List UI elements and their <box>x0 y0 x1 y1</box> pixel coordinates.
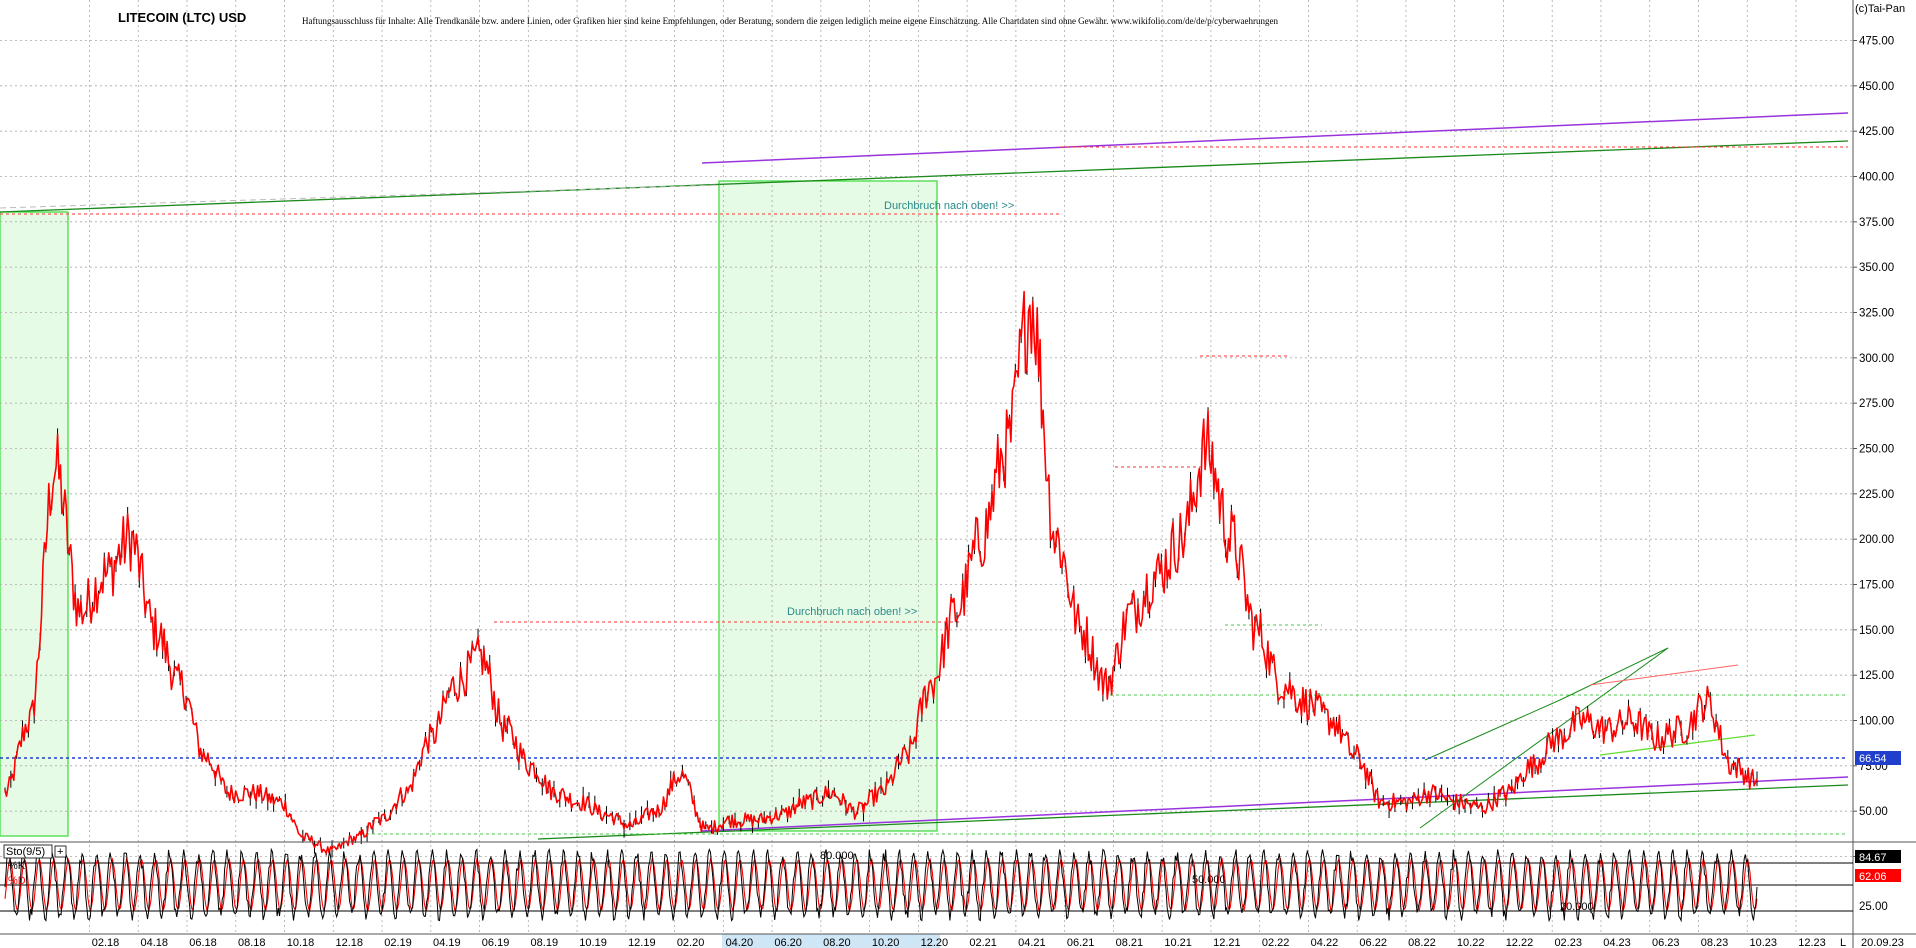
disclaimer-text: Haftungsausschluss für Inhalte: Alle Tre… <box>302 16 1279 26</box>
sto-level-80-label: 80.000 <box>820 850 854 862</box>
sto-axis-tick: 25.00 <box>1859 901 1888 913</box>
sto-d-badge <box>1855 869 1901 882</box>
x-tick-label: 08.21 <box>1116 937 1144 948</box>
y-tick-label: 275.00 <box>1859 398 1894 410</box>
x-tick-label: 10.22 <box>1457 937 1485 948</box>
x-tick-label: 02.23 <box>1554 937 1582 948</box>
range-box-middle <box>718 180 938 832</box>
rising-resistance-line <box>1589 664 1739 686</box>
rising-channel-upper <box>1424 699 1561 761</box>
y-tick-label: 300.00 <box>1859 353 1894 365</box>
y-tick-label: 450.00 <box>1859 81 1894 93</box>
y-tick-label: 175.00 <box>1859 580 1894 592</box>
x-tick-label: 12.20 <box>921 937 949 948</box>
sto-k-label: %K <box>8 860 26 872</box>
breakout-annotation-2: Durchbruch nach oben! >> <box>787 606 917 618</box>
x-tick-label: 02.19 <box>384 937 412 948</box>
sto-d-value: 62.06 <box>1859 871 1887 883</box>
date-axis-ticks: 02.18 04.18 06.18 08.18 10.18 12.18 02.19 04.19… <box>92 937 1826 948</box>
x-tick-label: 12.19 <box>628 937 656 948</box>
x-tick-label: 08.20 <box>823 937 851 948</box>
x-tick-label: 08.19 <box>531 937 559 948</box>
current-price-badge <box>1855 751 1901 765</box>
x-tick-label: 08.23 <box>1701 937 1729 948</box>
sto-expand-icon[interactable] <box>54 845 67 858</box>
y-tick-label: 200.00 <box>1859 534 1894 546</box>
x-tick-label: 06.23 <box>1652 937 1680 948</box>
x-tick-label: 02.22 <box>1262 937 1290 948</box>
y-tick-label: 150.00 <box>1859 625 1894 637</box>
purple-lower-line <box>701 776 1849 832</box>
y-tick-label: 400.00 <box>1859 172 1894 184</box>
breakout-annotation-1: Durchbruch nach oben! >> <box>884 200 1014 212</box>
x-tick-label: 04.19 <box>433 937 461 948</box>
y-tick-label: 225.00 <box>1859 489 1894 501</box>
x-tick-label: 06.18 <box>189 937 217 948</box>
x-tick-label: 10.20 <box>872 937 900 948</box>
x-tick-label: 10.21 <box>1164 937 1192 948</box>
x-end-date: 20.09.23 <box>1861 937 1904 948</box>
stochastic-grid <box>89 845 1797 934</box>
chart-title: LITECOIN (LTC) USD <box>118 10 246 25</box>
x-tick-label: 06.21 <box>1067 937 1095 948</box>
y-tick-label: 50.00 <box>1859 806 1888 818</box>
x-tick-label: 04.23 <box>1603 937 1631 948</box>
sto-k-line <box>4 847 1758 923</box>
x-tick-label: 10.23 <box>1749 937 1777 948</box>
x-tick-label: 12.22 <box>1506 937 1534 948</box>
x-tick-label: 04.21 <box>1018 937 1046 948</box>
x-tick-label: 04.22 <box>1311 937 1339 948</box>
x-tick-label: 04.18 <box>140 937 168 948</box>
green-support-line <box>1599 734 1756 756</box>
upper-channel-dashed <box>0 184 721 209</box>
y-tick-label: 350.00 <box>1859 262 1894 274</box>
price-axis-ticks: 475.00 450.00 425.00 400.00 375.00 350.00 325.… <box>1853 36 1894 864</box>
y-tick-label: 475.00 <box>1859 36 1894 48</box>
copyright-label: (c)Tai-Pan <box>1855 3 1905 15</box>
x-tick-label: 12.21 <box>1213 937 1241 948</box>
x-tick-label: 10.18 <box>287 937 315 948</box>
sto-k-value: 84.67 <box>1859 852 1887 864</box>
x-end-marker: L <box>1840 937 1846 948</box>
y-tick-label: 325.00 <box>1859 308 1894 320</box>
sto-title: Sto(9/5) <box>6 846 45 858</box>
x-tick-label: 02.18 <box>92 937 120 948</box>
sto-d-line <box>4 857 1758 912</box>
sto-expand-glyph: + <box>57 846 63 858</box>
current-price-label: 66.54 <box>1859 753 1887 765</box>
x-tick-label: 02.20 <box>677 937 705 948</box>
x-tick-label: 08.18 <box>238 937 266 948</box>
x-tick-label: 08.22 <box>1408 937 1436 948</box>
y-tick-label: 250.00 <box>1859 444 1894 456</box>
x-tick-label: 06.20 <box>774 937 802 948</box>
rising-channel-upper-2 <box>1559 647 1669 701</box>
sto-level-20-label: 20.000 <box>1560 901 1594 913</box>
x-tick-label: 12.18 <box>336 937 364 948</box>
sto-d-label: %D <box>8 875 26 887</box>
y-tick-label: 125.00 <box>1859 670 1894 682</box>
y-tick-label: 425.00 <box>1859 126 1894 138</box>
x-tick-label: 02.21 <box>969 937 997 948</box>
x-tick-label: 12.23 <box>1798 937 1826 948</box>
lower-channel-line <box>537 784 1849 840</box>
sto-title-box <box>3 844 53 859</box>
upper-channel-line <box>0 140 1849 213</box>
x-tick-label: 10.19 <box>579 937 607 948</box>
purple-upper-line <box>701 112 1849 164</box>
x-axis-highlight <box>722 934 940 948</box>
main-grid-overlay <box>0 0 1853 857</box>
price-line <box>4 290 1758 854</box>
x-tick-label: 04.20 <box>726 937 754 948</box>
sto-k-badge <box>1855 850 1901 863</box>
range-box-left <box>0 211 69 837</box>
rising-channel-aux <box>1420 648 1668 758</box>
y-tick-label: 100.00 <box>1859 716 1894 728</box>
x-tick-label: 06.22 <box>1359 937 1387 948</box>
y-tick-label: 375.00 <box>1859 217 1894 229</box>
x-tick-label: 06.19 <box>482 937 510 948</box>
